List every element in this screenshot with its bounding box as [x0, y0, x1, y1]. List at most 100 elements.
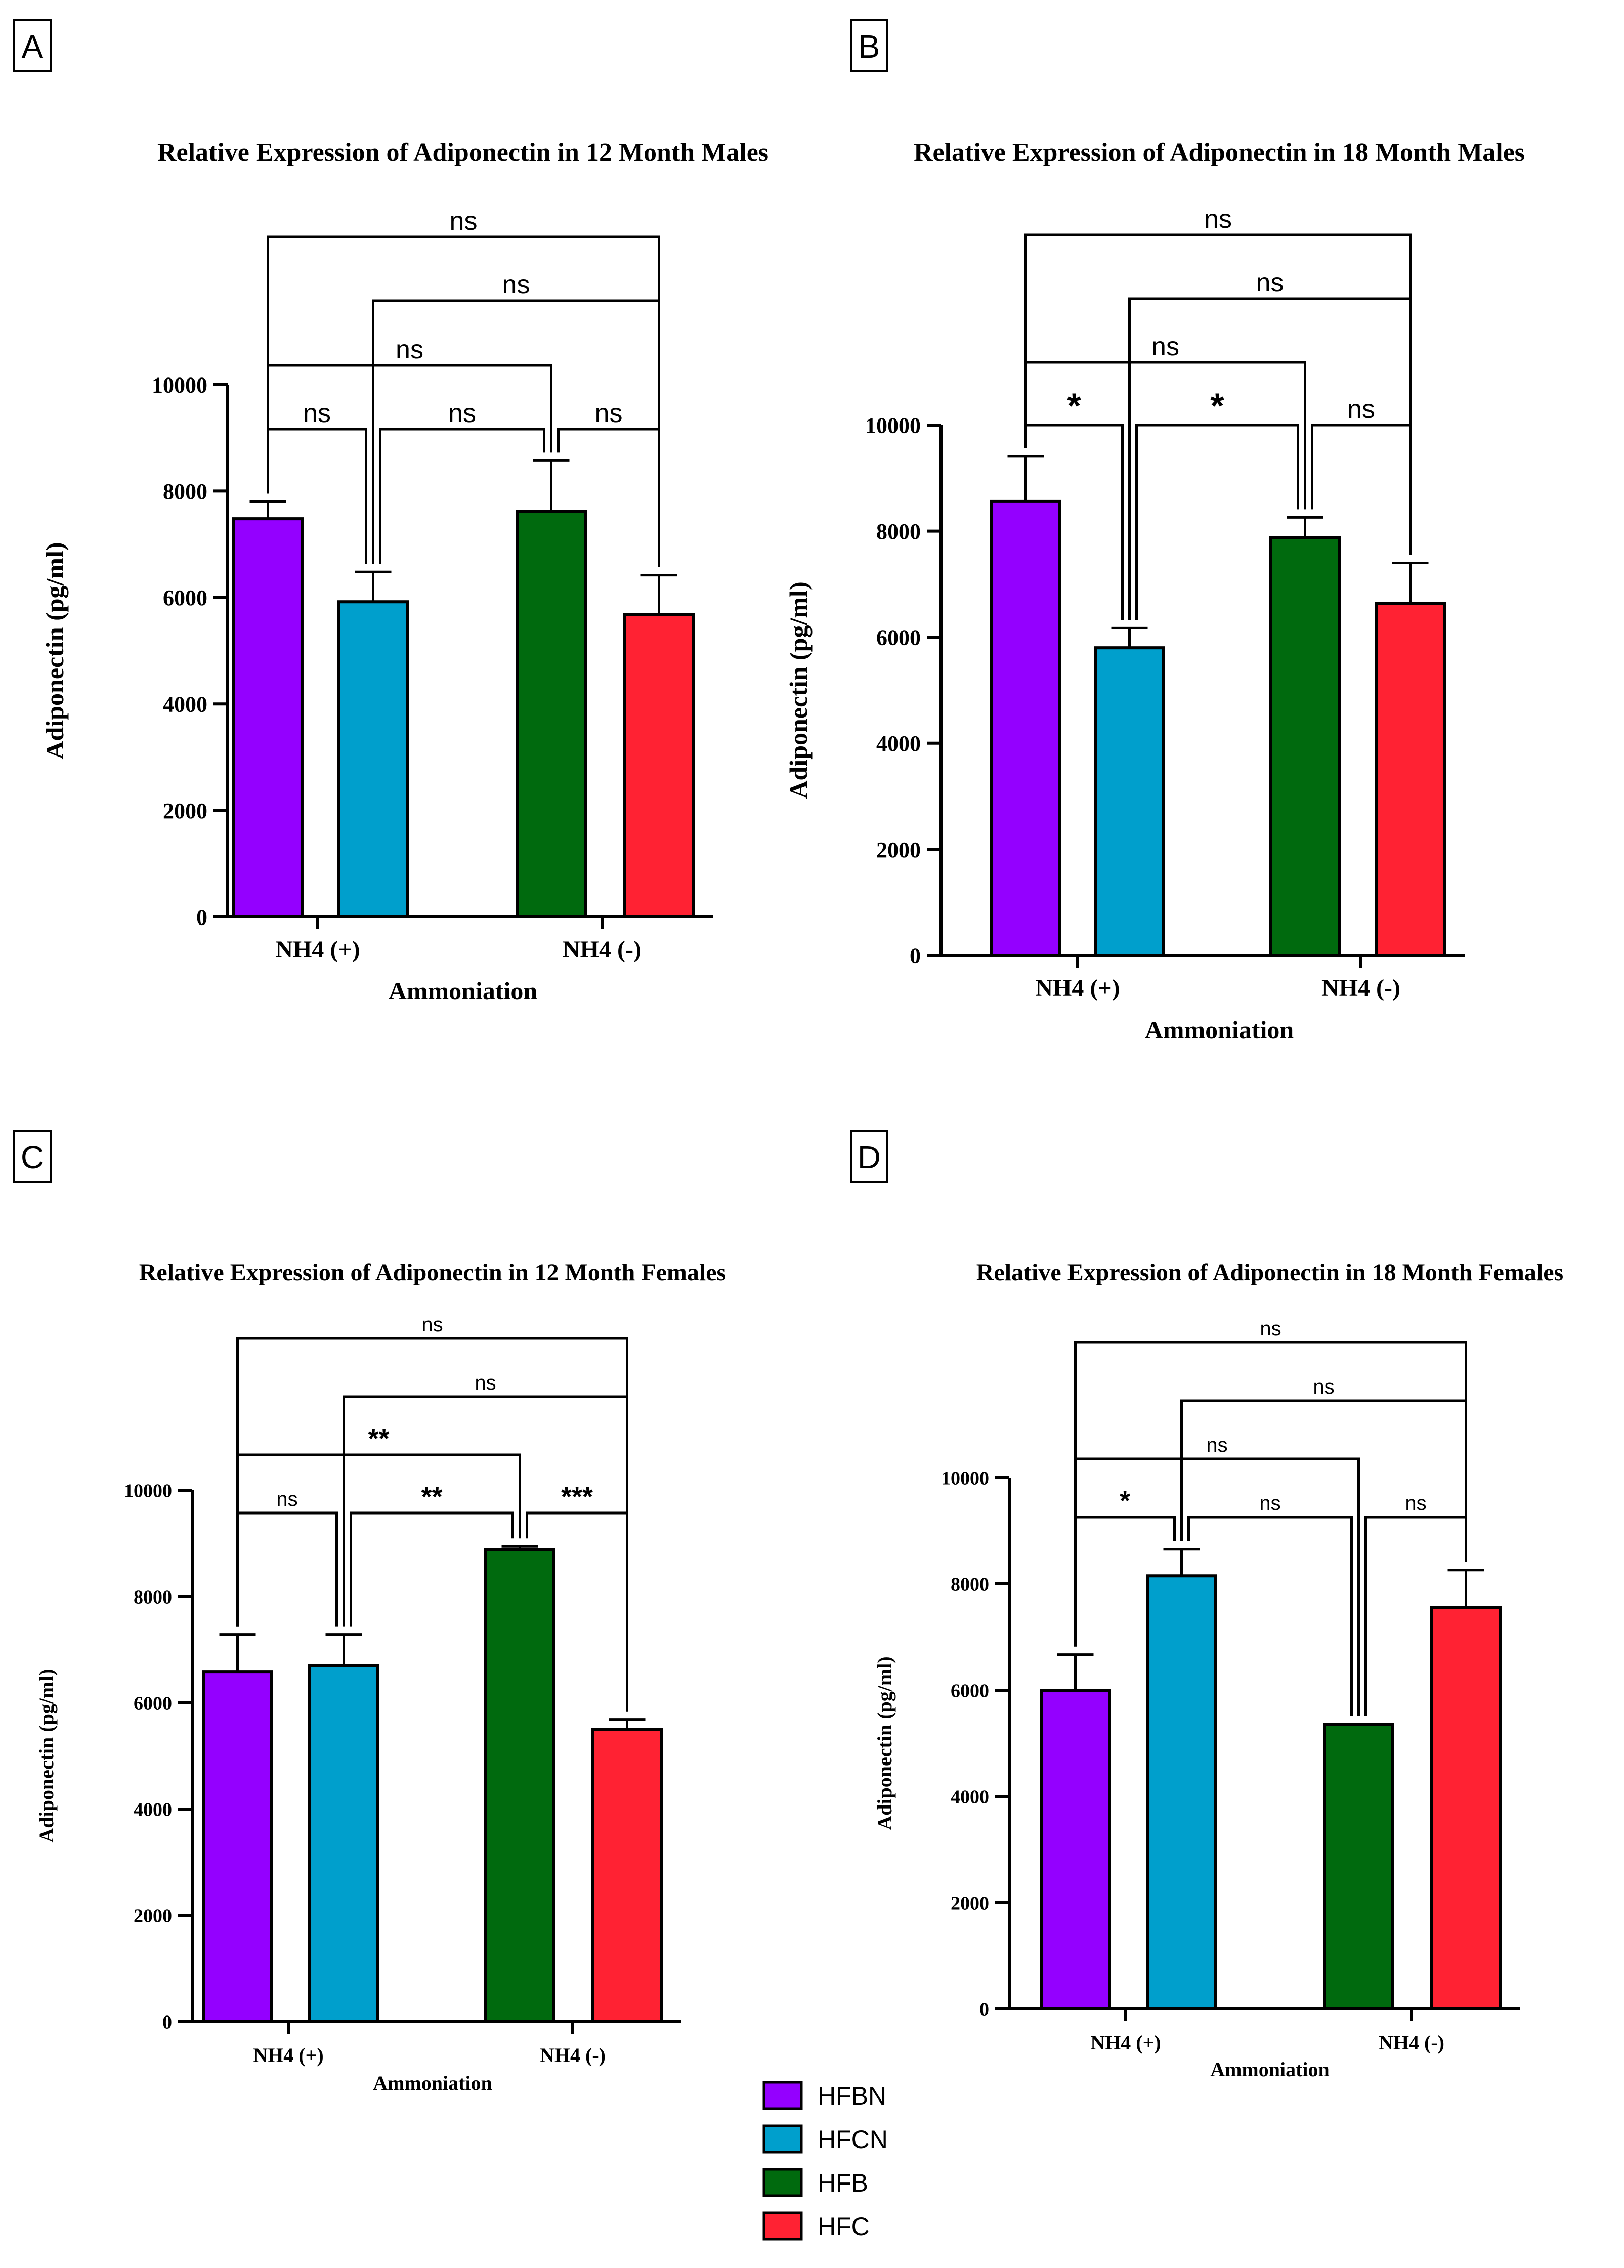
y-tick-label: 8000 [163, 479, 207, 504]
panel-b: B Relative Expression of Adiponectin in 1… [784, 19, 1525, 1044]
legend: HFBN HFCN HFB HFC [762, 2081, 888, 2241]
legend-label-hfb: HFB [818, 2169, 868, 2197]
y-tick-label: 4000 [163, 692, 207, 717]
legend-swatch-hfcn [762, 2124, 803, 2154]
bar-hfbn [232, 517, 304, 918]
y-axis-label: Adiponectin (pg/ml) [40, 542, 69, 759]
significance-label: ns [1347, 395, 1375, 424]
panel-letter: B [859, 28, 880, 65]
y-tick-label: 2000 [134, 1905, 172, 1926]
y-tick-label: 8000 [876, 519, 921, 544]
y-tick-label: 0 [162, 2011, 172, 2033]
panel-letter-box [13, 1130, 52, 1183]
significance-bracket [379, 428, 545, 564]
bar-hfc [1375, 602, 1446, 957]
chart-title: Relative Expression of Adiponectin in 18… [914, 138, 1525, 167]
panel-d: D Relative Expression of Adiponectin in 1… [850, 1130, 1563, 2081]
x-category-label: NH4 (-) [563, 936, 642, 963]
y-tick-label: 10000 [152, 372, 207, 397]
y-tick-label: 10000 [941, 1467, 989, 1489]
significance-bracket [1074, 1341, 1467, 1647]
x-axis-label: Ammoniation [1210, 2058, 1330, 2081]
panel-letter-box [13, 19, 52, 72]
bar-hfb [516, 510, 587, 918]
significance-label: ns [1204, 204, 1232, 234]
chart-title: Relative Expression of Adiponectin in 18… [976, 1259, 1563, 1286]
significance-label: ns [448, 399, 476, 428]
significance-label: ns [595, 399, 623, 428]
significance-label: ns [1151, 332, 1179, 361]
panel-letter: C [21, 1139, 44, 1175]
significance-label: * [1067, 386, 1081, 426]
significance-label: ns [1256, 268, 1284, 298]
significance-label: ns [1313, 1376, 1334, 1398]
bar-hfcn [1146, 1574, 1217, 2010]
legend-label-hfcn: HFCN [818, 2125, 888, 2154]
bar-hfb [484, 1548, 555, 2024]
bar-hfc [1430, 1606, 1502, 2010]
y-tick-label: 6000 [134, 1693, 172, 1714]
y-tick-label: 0 [979, 1999, 989, 2020]
significance-label: ns [1259, 1492, 1280, 1515]
significance-label: ns [475, 1372, 496, 1394]
significance-bracket [236, 1511, 338, 1627]
significance-label: ** [368, 1423, 389, 1454]
y-tick-label: 8000 [134, 1586, 172, 1608]
y-axis-label: Adiponectin (pg/ml) [784, 581, 813, 799]
bar-hfc [591, 1728, 663, 2023]
x-axis-label: Ammoniation [389, 977, 538, 1005]
x-axis-label: Ammoniation [1145, 1016, 1294, 1044]
x-category-label: NH4 (-) [1321, 975, 1400, 1001]
significance-label: ns [502, 270, 530, 300]
legend-label-hfbn: HFBN [818, 2082, 886, 2110]
significance-bracket [1180, 1399, 1467, 1562]
panel-a: A Relative Expression of Adiponectin in 1… [13, 19, 768, 1005]
x-category-label: NH4 (-) [540, 2044, 606, 2067]
significance-label: ** [421, 1482, 442, 1512]
panel-letter-box [850, 19, 888, 72]
legend-swatch-hfbn [762, 2081, 803, 2110]
legend-label-hfc: HFC [818, 2212, 870, 2241]
significance-bracket [1024, 233, 1412, 555]
significance-bracket [1187, 1516, 1353, 1716]
chart-title: Relative Expression of Adiponectin in 12… [139, 1259, 726, 1286]
y-tick-label: 4000 [951, 1786, 989, 1808]
significance-label: ns [303, 399, 331, 428]
y-axis-label: Adiponectin (pg/ml) [35, 1669, 58, 1842]
bar-hfbn [202, 1670, 273, 2024]
significance-bracket [1135, 424, 1299, 620]
x-category-label: NH4 (+) [1090, 2031, 1161, 2054]
bar-hfbn [1040, 1689, 1111, 2010]
y-axis-label: Adiponectin (pg/ml) [873, 1656, 896, 1830]
significance-bracket [236, 1337, 628, 1712]
legend-swatch-hfc [762, 2211, 803, 2241]
significance-label: ns [1206, 1434, 1227, 1456]
significance-label: * [1210, 386, 1224, 426]
significance-label: ns [276, 1488, 297, 1510]
bar-hfcn [1094, 646, 1165, 957]
y-tick-label: 0 [910, 943, 921, 968]
x-category-label: NH4 (-) [1379, 2031, 1444, 2054]
bar-hfcn [337, 600, 409, 918]
y-tick-label: 4000 [876, 731, 921, 756]
panel-letter: D [858, 1139, 881, 1175]
x-category-label: NH4 (+) [275, 936, 360, 963]
significance-label: ns [450, 206, 478, 236]
y-tick-label: 6000 [163, 585, 207, 610]
significance-bracket [350, 1511, 514, 1627]
bar-hfb [1323, 1723, 1394, 2010]
bar-hfcn [308, 1664, 379, 2023]
bar-hfb [1269, 536, 1341, 957]
significance-label: ns [1260, 1318, 1281, 1340]
panel-letter: A [22, 28, 44, 65]
significance-bracket [1024, 361, 1306, 510]
bar-hfc [623, 613, 695, 918]
y-tick-label: 2000 [951, 1893, 989, 1914]
y-tick-label: 10000 [124, 1480, 172, 1501]
significance-bracket [1311, 424, 1412, 555]
chart-title: Relative Expression of Adiponectin in 12… [157, 138, 768, 167]
significance-label: * [1120, 1486, 1130, 1516]
significance-label: ns [1405, 1492, 1426, 1515]
panel-c: C Relative Expression of Adiponectin in 1… [13, 1130, 726, 2094]
